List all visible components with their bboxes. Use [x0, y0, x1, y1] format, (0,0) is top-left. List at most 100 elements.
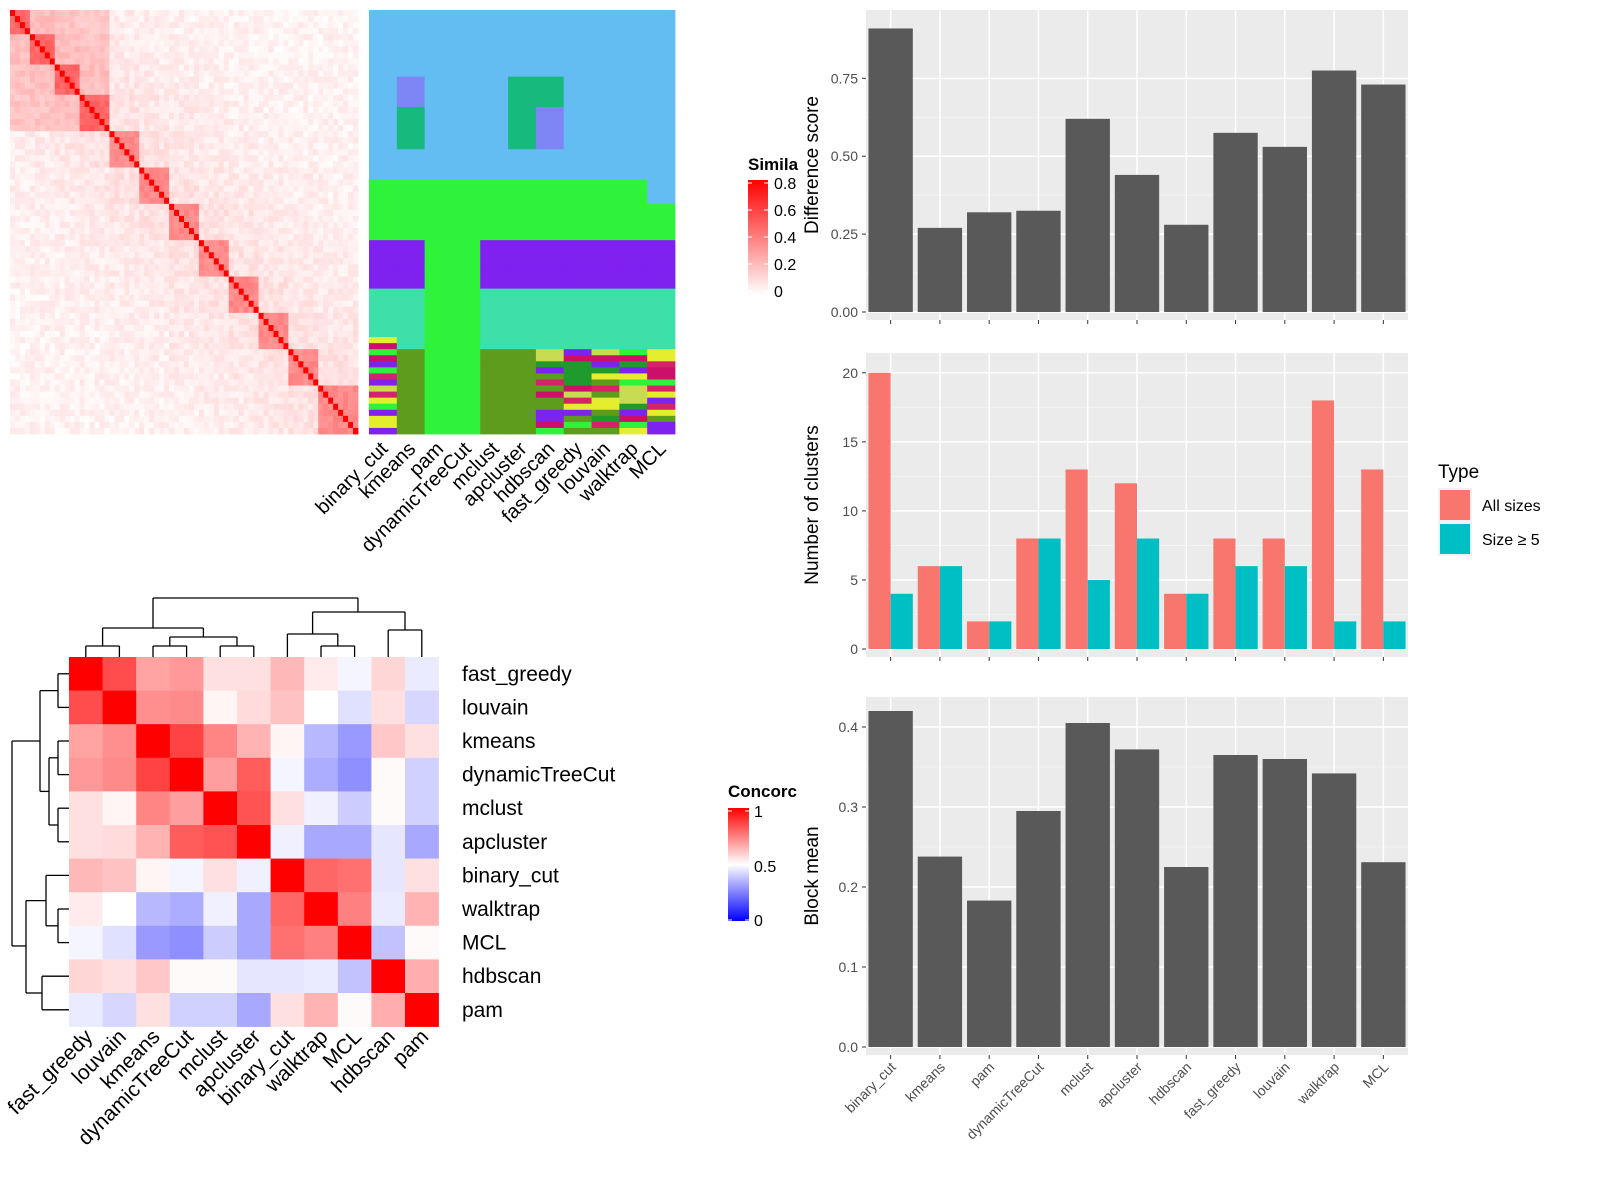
similarity-cell: [104, 203, 110, 211]
similarity-cell: [343, 318, 349, 326]
similarity-cell: [353, 300, 359, 308]
similarity-cell: [198, 40, 205, 47]
similarity-cell: [308, 64, 314, 71]
similarity-cell: [223, 125, 230, 132]
similarity-cell: [119, 112, 125, 120]
similarity-cell: [303, 294, 309, 302]
similarity-cell: [104, 106, 110, 114]
similarity-cell: [248, 343, 254, 350]
similarity-cell: [184, 106, 190, 114]
similarity-cell: [109, 361, 115, 368]
similarity-cell: [144, 197, 150, 205]
similarity-cell: [338, 70, 344, 78]
similarity-cell: [59, 282, 66, 290]
similarity-cell: [243, 70, 250, 78]
similarity-cell: [353, 209, 359, 217]
similarity-cell: [164, 294, 170, 302]
similarity-cell: [208, 100, 215, 108]
similarity-cell: [64, 282, 71, 290]
similarity-cell: [94, 88, 100, 96]
similarity-cell: [129, 331, 135, 338]
similarity-cell: [79, 215, 85, 223]
similarity-cell: [89, 222, 95, 229]
similarity-cell: [174, 149, 180, 156]
similarity-cell: [94, 403, 100, 411]
similarity-cell: [159, 270, 165, 277]
similarity-cell: [169, 22, 175, 29]
similarity-cell: [29, 246, 36, 253]
similarity-cell: [328, 46, 334, 53]
similarity-cell: [343, 209, 349, 217]
similarity-cell: [288, 228, 294, 235]
similarity-cell: [293, 222, 299, 229]
similarity-cell: [159, 88, 165, 96]
similarity-cell: [353, 58, 359, 65]
similarity-cell: [288, 197, 294, 205]
similarity-cell: [333, 112, 339, 120]
similarity-cell: [129, 294, 135, 302]
similarity-cell: [54, 373, 61, 380]
similarity-cell: [273, 343, 279, 350]
similarity-cell: [94, 355, 100, 362]
similarity-cell: [213, 167, 220, 174]
similarity-cell: [333, 76, 339, 84]
similarity-cell: [14, 288, 21, 296]
similarity-cell: [293, 106, 299, 114]
similarity-cell: [144, 173, 150, 180]
similarity-cell: [338, 403, 344, 411]
similarity-cell: [223, 137, 230, 144]
similarity-cell: [348, 40, 354, 47]
similarity-cell: [218, 228, 225, 235]
similarity-cell: [313, 94, 319, 102]
similarity-cell: [348, 209, 354, 217]
similarity-cell: [44, 34, 51, 41]
similarity-cell: [29, 234, 36, 241]
similarity-cell: [218, 318, 225, 326]
similarity-cell: [154, 264, 160, 271]
similarity-cell: [34, 300, 41, 308]
similarity-cell: [54, 228, 61, 235]
similarity-cell: [159, 161, 165, 168]
similarity-cell: [263, 191, 269, 199]
similarity-cell: [348, 343, 354, 350]
similarity-cell: [228, 355, 235, 362]
similarity-cell: [74, 58, 80, 65]
similarity-cell: [124, 46, 130, 53]
similarity-cell: [124, 306, 130, 314]
similarity-cell: [253, 258, 259, 265]
similarity-cell: [278, 379, 284, 386]
similarity-cell: [109, 349, 115, 356]
similarity-cell: [248, 385, 254, 392]
similarity-cell: [313, 276, 319, 283]
similarity-cell: [273, 337, 279, 344]
similarity-cell: [338, 197, 344, 205]
similarity-cell: [44, 40, 51, 47]
similarity-cell: [109, 258, 115, 265]
similarity-cell: [54, 119, 61, 126]
similarity-cell: [188, 82, 195, 90]
similarity-cell: [328, 125, 334, 132]
similarity-cell: [298, 82, 304, 90]
similarity-cell: [79, 34, 85, 41]
similarity-cell: [179, 331, 185, 338]
similarity-cell: [34, 403, 41, 411]
similarity-cell: [353, 427, 359, 435]
similarity-cell: [203, 222, 210, 229]
similarity-cell: [248, 149, 254, 156]
similarity-cell: [109, 94, 115, 102]
similarity-cell: [44, 119, 51, 126]
similarity-cell: [119, 76, 125, 84]
similarity-cell: [10, 179, 16, 187]
similarity-cell: [74, 427, 80, 435]
similarity-cell: [14, 397, 21, 405]
similarity-cell: [29, 161, 36, 168]
similarity-cell: [258, 373, 264, 380]
similarity-cell: [303, 343, 309, 350]
similarity-cell: [203, 306, 210, 314]
similarity-cell: [134, 58, 140, 65]
similarity-cell: [144, 415, 150, 423]
similarity-cell: [134, 331, 140, 338]
similarity-cell: [149, 318, 155, 326]
similarity-cell: [139, 409, 145, 417]
similarity-cell: [144, 149, 150, 156]
